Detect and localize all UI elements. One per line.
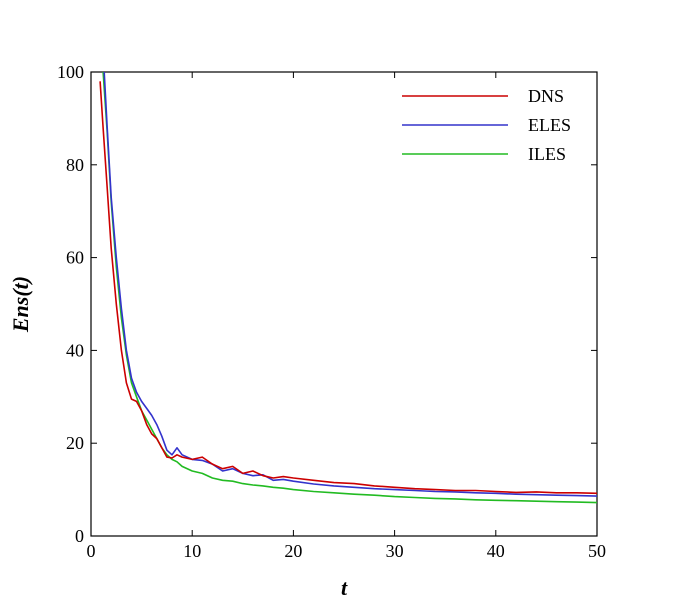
series-line-iles bbox=[102, 72, 597, 504]
series-line-dns bbox=[99, 81, 597, 495]
x-tick-label: 10 bbox=[183, 541, 201, 561]
legend-label-iles: ILES bbox=[528, 144, 566, 164]
y-tick-label: 20 bbox=[66, 433, 84, 453]
y-tick-label: 80 bbox=[66, 155, 84, 175]
plot-area bbox=[90, 71, 598, 537]
x-axis-title: t bbox=[341, 575, 348, 600]
axis-ticks: 0 10 20 30 40 50 0 20 40 60 80 100 bbox=[57, 62, 606, 561]
x-tick-label: 50 bbox=[588, 541, 606, 561]
y-tick-label: 0 bbox=[75, 526, 84, 546]
series-lines bbox=[99, 72, 597, 504]
x-tick-label: 20 bbox=[284, 541, 302, 561]
legend-label-eles: ELES bbox=[528, 115, 571, 135]
legend: DNS ELES ILES bbox=[402, 86, 571, 164]
legend-label-dns: DNS bbox=[528, 86, 564, 106]
y-tick-label: 60 bbox=[66, 248, 84, 268]
x-tick-label: 30 bbox=[386, 541, 404, 561]
x-tick-label: 0 bbox=[87, 541, 96, 561]
series-line-eles bbox=[103, 72, 597, 497]
x-tick-label: 40 bbox=[487, 541, 505, 561]
y-axis-title: Ens(t) bbox=[8, 276, 33, 333]
y-tick-label: 100 bbox=[57, 62, 84, 82]
y-tick-label: 40 bbox=[66, 340, 84, 360]
